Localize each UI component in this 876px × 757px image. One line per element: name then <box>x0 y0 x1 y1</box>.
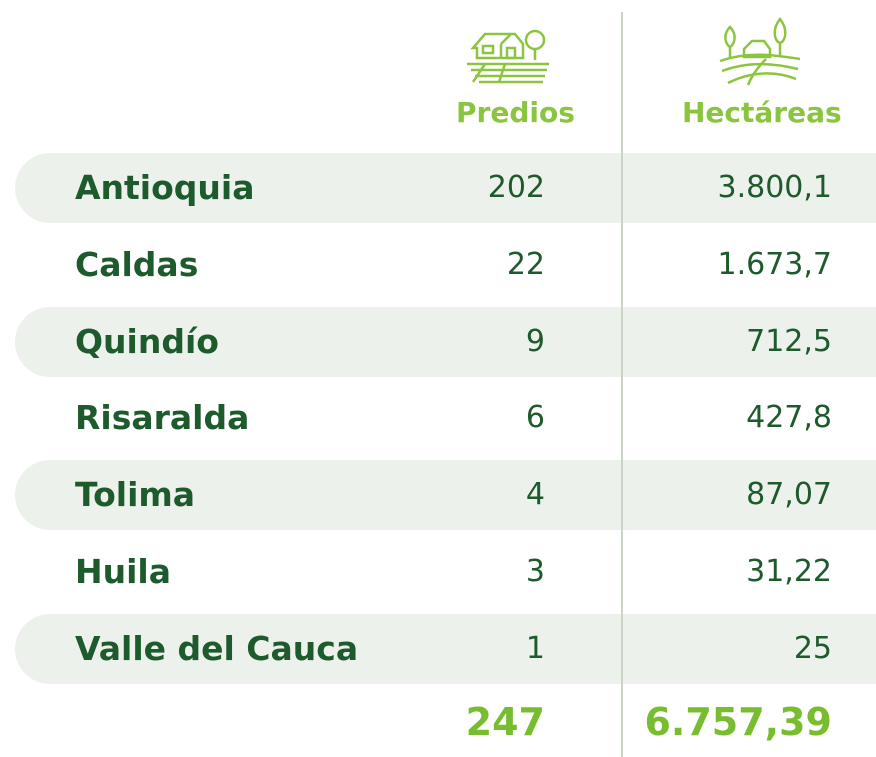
row-band <box>15 613 876 684</box>
hectareas-value: 87,07 <box>746 477 832 513</box>
farm-field-icon <box>719 16 801 86</box>
total-predios: 247 <box>465 700 545 744</box>
department-name: Caldas <box>75 244 199 284</box>
row-band <box>15 306 876 377</box>
total-hectareas: 6.757,39 <box>644 700 832 744</box>
department-name: Tolima <box>75 475 196 515</box>
department-name: Valle del Cauca <box>75 628 359 668</box>
predios-value: 4 <box>525 477 545 513</box>
hectareas-value: 427,8 <box>746 400 832 436</box>
column-header: Predios <box>456 96 575 129</box>
row-band <box>15 460 876 531</box>
department-name: Risaralda <box>75 398 250 438</box>
department-name: Quindío <box>75 321 219 361</box>
predios-value: 22 <box>506 246 545 282</box>
hectareas-value: 25 <box>793 630 832 666</box>
predios-value: 1 <box>525 630 545 666</box>
row-band <box>15 153 876 223</box>
column-divider <box>621 12 623 757</box>
predios-value: 3 <box>525 554 545 589</box>
predios-value: 9 <box>525 323 545 359</box>
hectareas-value: 31,22 <box>746 554 832 589</box>
predios-value: 6 <box>525 400 545 436</box>
hectareas-value: 3.800,1 <box>717 170 832 205</box>
department-name: Huila <box>75 552 172 591</box>
column-header: Hectáreas <box>682 96 842 129</box>
farm-house-icon <box>467 29 549 84</box>
department-name: Antioquia <box>75 168 255 207</box>
hectareas-value: 1.673,7 <box>717 246 832 282</box>
predios-value: 202 <box>487 170 545 205</box>
hectareas-value: 712,5 <box>746 323 832 359</box>
